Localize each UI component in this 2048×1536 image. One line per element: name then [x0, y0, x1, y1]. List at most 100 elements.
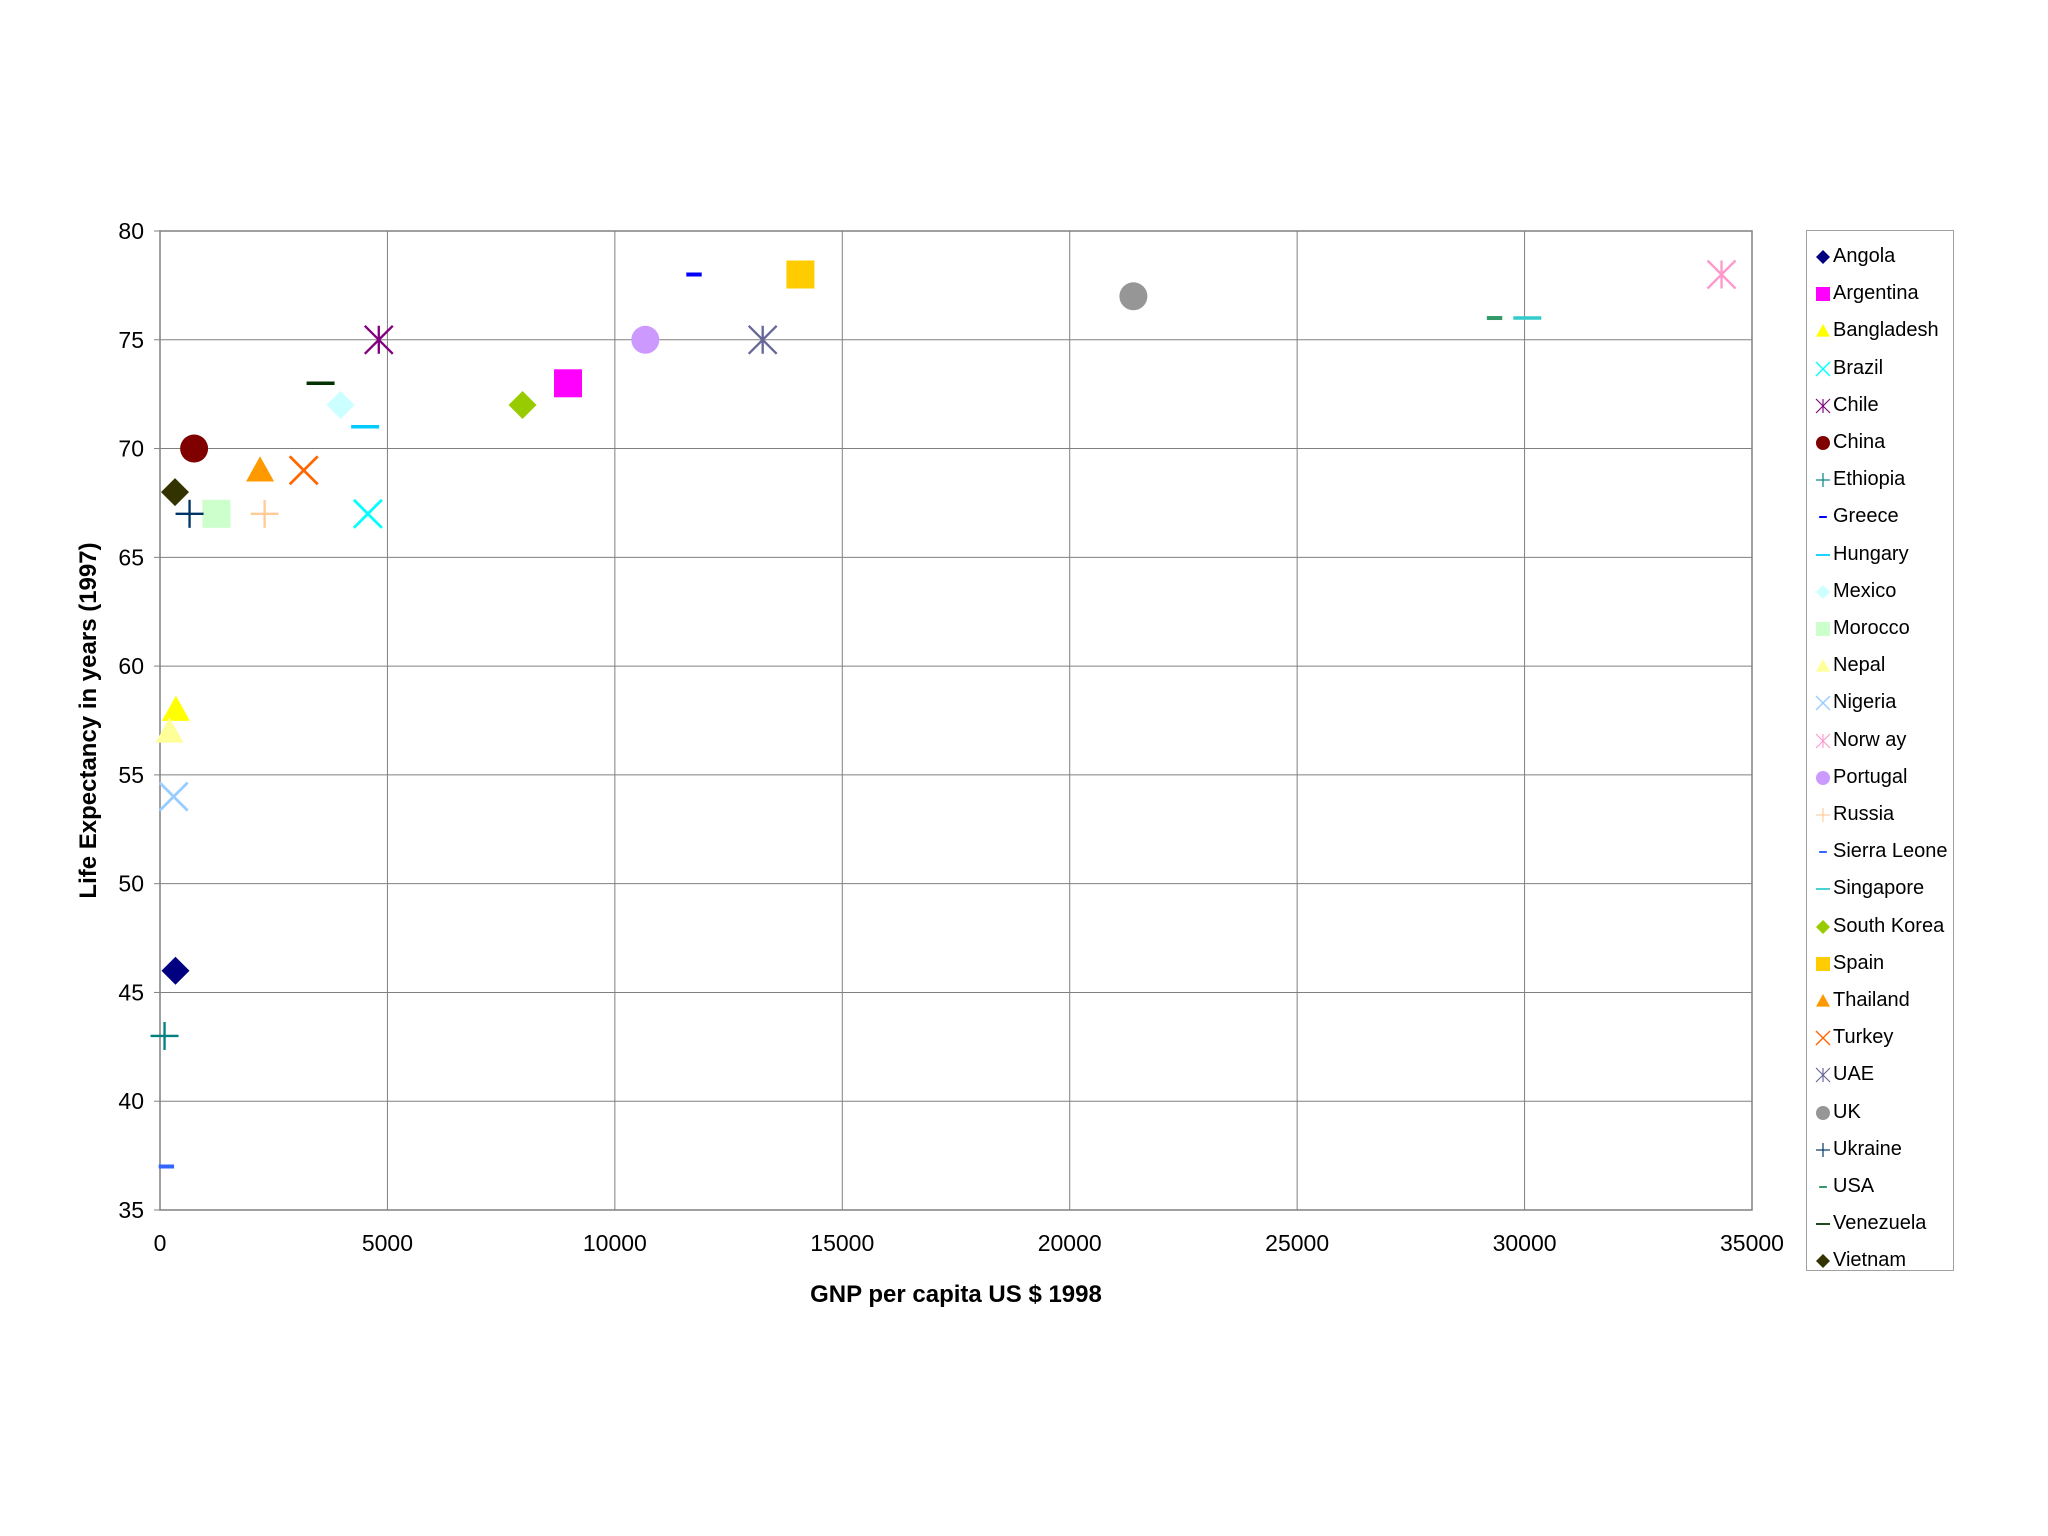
legend-label: Greece — [1833, 505, 1899, 528]
legend-item-china: China — [1807, 425, 1955, 461]
legend-marker-icon — [1815, 695, 1831, 711]
legend-label: Venezuela — [1833, 1212, 1927, 1235]
data-point-thailand — [246, 456, 275, 482]
legend-marker-icon — [1816, 888, 1830, 891]
legend-label: UAE — [1833, 1063, 1875, 1086]
legend-item-ethiopia: Ethiopia — [1807, 462, 1955, 498]
legend-item-venezuela: Venezuela — [1807, 1206, 1955, 1242]
x-tick-label: 20000 — [1038, 1230, 1102, 1256]
legend-marker-icon — [1815, 1030, 1831, 1046]
data-point-norw-ay — [1706, 259, 1737, 290]
legend-label: Bangladesh — [1833, 319, 1939, 342]
legend-item-argentina: Argentina — [1807, 276, 1955, 312]
x-tick-label: 10000 — [583, 1230, 647, 1256]
y-axis-title: Life Expectancy in years (1997) — [75, 542, 102, 898]
data-point-angola — [161, 956, 190, 985]
legend-label: Portugal — [1833, 765, 1908, 788]
legend-item-greece: Greece — [1807, 499, 1955, 535]
legend-label: Ethiopia — [1833, 468, 1906, 491]
data-point-south-korea — [508, 391, 537, 420]
legend-item-norw-ay: Norw ay — [1807, 723, 1955, 759]
legend-item-uae: UAE — [1807, 1057, 1955, 1093]
data-points — [150, 259, 1737, 1169]
y-tick-label: 35 — [118, 1197, 144, 1223]
legend-marker-icon — [1816, 1254, 1830, 1269]
legend-label: Hungary — [1833, 542, 1909, 565]
data-point-argentina — [554, 369, 583, 398]
legend-item-hungary: Hungary — [1807, 537, 1955, 573]
data-point-chile — [363, 324, 394, 355]
x-tick-label: 25000 — [1265, 1230, 1329, 1256]
y-tick-label: 80 — [118, 218, 144, 244]
legend-item-angola: Angola — [1807, 239, 1955, 275]
data-point-russia — [250, 499, 279, 528]
x-tick-label: 0 — [154, 1230, 167, 1256]
data-point-spain — [786, 260, 815, 289]
legend-marker-icon — [1816, 956, 1830, 971]
legend-item-turkey: Turkey — [1807, 1020, 1955, 1056]
y-tick-label: 65 — [118, 544, 144, 570]
legend-label: UK — [1833, 1100, 1861, 1123]
legend-label: Argentina — [1833, 282, 1919, 305]
legend-marker-icon — [1816, 473, 1830, 488]
y-tick-label: 55 — [118, 762, 144, 788]
legend-item-ukraine: Ukraine — [1807, 1132, 1955, 1168]
legend-label: Russia — [1833, 803, 1895, 825]
data-point-ukraine — [175, 499, 204, 528]
data-point-uk — [1119, 282, 1148, 311]
legend: Angola Argentina Bangladesh Brazil Chile Chin… — [1806, 230, 1954, 1271]
legend-item-vietnam: Vietnam — [1807, 1243, 1955, 1279]
data-point-turkey — [288, 455, 319, 486]
legend-label: Spain — [1833, 951, 1885, 974]
data-point-bangladesh — [161, 695, 190, 721]
legend-label: Ukraine — [1833, 1137, 1902, 1160]
legend-marker-icon — [1819, 516, 1827, 519]
legend-item-nepal: Nepal — [1807, 648, 1955, 684]
legend-marker-icon — [1819, 851, 1827, 854]
legend-label: USA — [1833, 1175, 1875, 1197]
legend-label: Sierra Leone — [1833, 840, 1948, 863]
axis-ticks: 0 5000 10000 15000 20000 25000 30000 35000 35 40 4… — [118, 218, 1784, 1256]
legend-marker-icon — [1816, 808, 1830, 822]
legend-label: Brazil — [1833, 356, 1884, 379]
legend-marker-icon — [1816, 436, 1830, 450]
legend-item-nigeria: Nigeria — [1807, 685, 1955, 721]
legend-label: Nepal — [1833, 654, 1886, 677]
legend-item-spain: Spain — [1807, 946, 1955, 982]
legend-item-sierra-leone: Sierra Leone — [1807, 834, 1955, 870]
data-point-nigeria — [158, 781, 189, 812]
legend-marker-icon — [1816, 324, 1830, 337]
data-point-nepal — [155, 717, 184, 743]
legend-marker-icon — [1816, 250, 1830, 264]
legend-item-singapore: Singapore — [1807, 871, 1955, 907]
legend-label: Chile — [1833, 393, 1879, 416]
y-tick-label: 70 — [118, 436, 144, 462]
x-tick-label: 15000 — [810, 1230, 874, 1256]
legend-item-south-korea: South Korea — [1807, 909, 1955, 945]
legend-marker-icon — [1816, 1142, 1830, 1157]
y-tick-label: 60 — [118, 653, 144, 679]
data-point-ethiopia — [150, 1021, 179, 1050]
legend-item-usa: USA — [1807, 1169, 1955, 1205]
gridlines — [160, 231, 1752, 1210]
legend-item-morocco: Morocco — [1807, 611, 1955, 647]
legend-marker-icon — [1816, 919, 1830, 934]
data-point-uae — [747, 324, 778, 355]
legend-marker-icon — [1815, 733, 1831, 749]
legend-item-portugal: Portugal — [1807, 760, 1955, 796]
legend-item-bangladesh: Bangladesh — [1807, 313, 1955, 349]
legend-label: Thailand — [1833, 989, 1910, 1011]
legend-marker-icon — [1816, 622, 1830, 636]
x-tick-label: 30000 — [1493, 1230, 1557, 1256]
legend-marker-icon — [1815, 361, 1831, 377]
legend-item-uk: UK — [1807, 1095, 1955, 1131]
data-point-portugal — [631, 325, 660, 354]
legend-label: Turkey — [1833, 1026, 1894, 1049]
plot-area — [159, 230, 1753, 1211]
data-point-vietnam — [161, 478, 190, 507]
legend-marker-icon — [1816, 770, 1830, 785]
legend-item-russia: Russia — [1807, 797, 1955, 833]
data-point-china — [180, 434, 209, 463]
legend-marker-icon — [1816, 659, 1830, 672]
